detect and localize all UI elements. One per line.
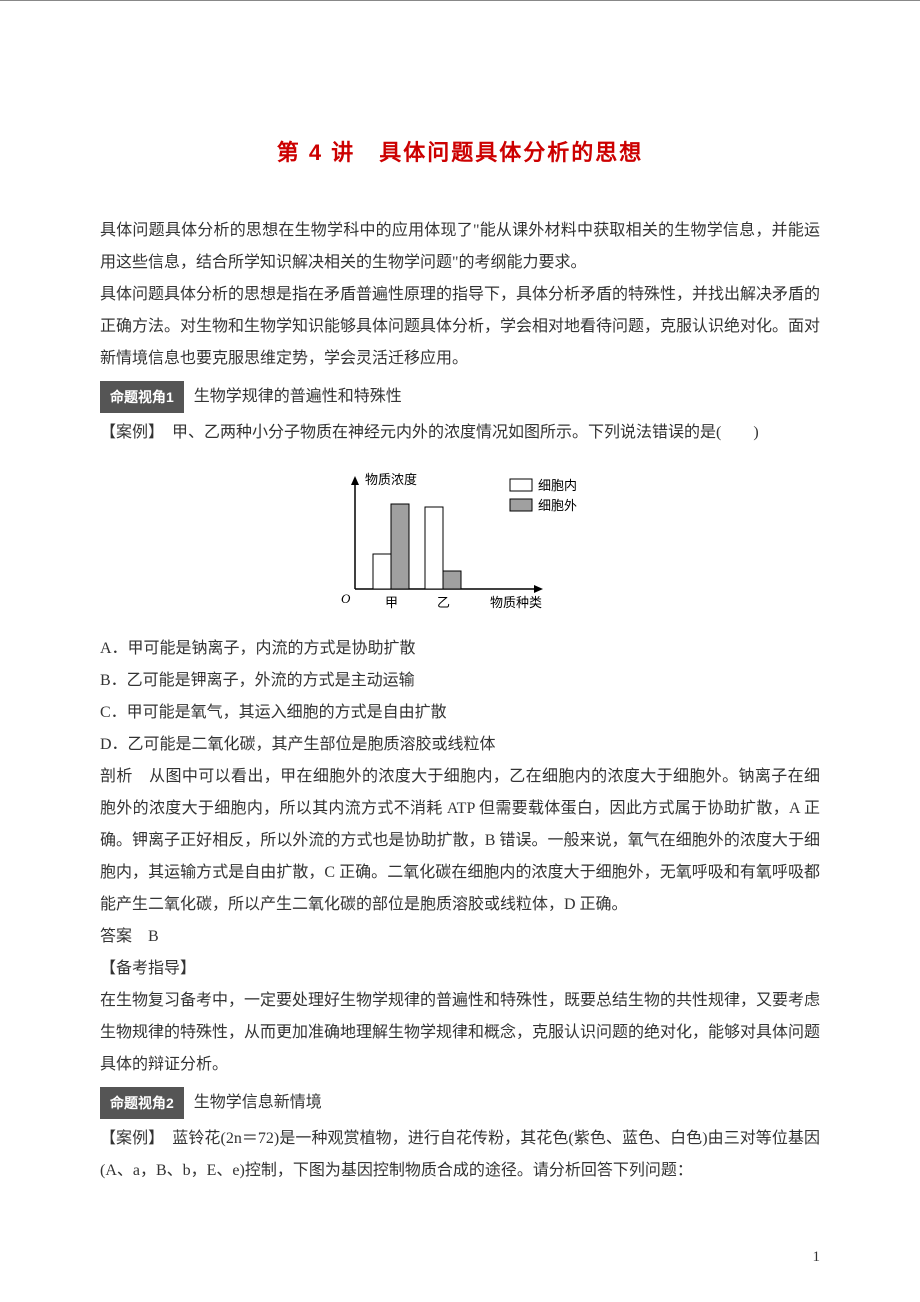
case-1: 【案例】 甲、乙两种小分子物质在神经元内外的浓度情况如图所示。下列说法错误的是(…: [100, 417, 820, 449]
option-d: D．乙可能是二氧化碳，其产生部位是胞质溶胶或线粒体: [100, 729, 820, 761]
answer-1: 答案 B: [100, 921, 820, 953]
answer-value: B: [132, 928, 159, 945]
svg-text:O: O: [341, 591, 351, 606]
option-b: B．乙可能是钾离子，外流的方式是主动运输: [100, 665, 820, 697]
guide-text: 在生物复习备考中，一定要处理好生物学规律的普遍性和特殊性，既要总结生物的共性规律…: [100, 985, 820, 1081]
svg-text:物质种类: 物质种类: [490, 595, 542, 610]
case-label-1: 【案例】: [100, 424, 156, 441]
section-tag-2: 命题视角2: [100, 1087, 184, 1119]
option-a: A．甲可能是钠离子，内流的方式是协助扩散: [100, 633, 820, 665]
bar-chart: 物质浓度物质种类 O 甲 乙 细胞内细胞外: [100, 459, 820, 619]
page-title: 第 4 讲 具体问题具体分析的思想: [100, 131, 820, 175]
case-text-1: 甲、乙两种小分子物质在神经元内外的浓度情况如图所示。下列说法错误的是( ): [156, 424, 759, 441]
svg-text:乙: 乙: [437, 595, 450, 610]
section-1-header: 命题视角1 生物学规律的普遍性和特殊性: [100, 381, 820, 413]
section-title-2: 生物学信息新情境: [194, 1087, 322, 1119]
page-number: 1: [813, 1242, 821, 1272]
guide-label: 【备考指导】: [100, 953, 820, 985]
section-tag-1: 命题视角1: [100, 381, 184, 413]
answer-label: 答案: [100, 928, 132, 945]
analysis-1: 剖析 从图中可以看出，甲在细胞外的浓度大于细胞内，乙在细胞内的浓度大于细胞外。钠…: [100, 761, 820, 921]
svg-text:甲: 甲: [385, 595, 398, 610]
case-text-2: 蓝铃花(2n＝72)是一种观赏植物，进行自花传粉，其花色(紫色、蓝色、白色)由三…: [100, 1130, 820, 1179]
svg-text:物质浓度: 物质浓度: [365, 472, 417, 487]
case-label-2: 【案例】: [100, 1130, 156, 1147]
section-title-1: 生物学规律的普遍性和特殊性: [194, 381, 402, 413]
section-2-header: 命题视角2 生物学信息新情境: [100, 1087, 820, 1119]
option-c: C．甲可能是氧气，其运入细胞的方式是自由扩散: [100, 697, 820, 729]
case-2: 【案例】 蓝铃花(2n＝72)是一种观赏植物，进行自花传粉，其花色(紫色、蓝色、…: [100, 1123, 820, 1187]
intro-paragraph-2: 具体问题具体分析的思想是指在矛盾普遍性原理的指导下，具体分析矛盾的特殊性，并找出…: [100, 279, 820, 375]
analysis-text: 从图中可以看出，甲在细胞外的浓度大于细胞内，乙在细胞内的浓度大于细胞外。钠离子在…: [100, 768, 820, 913]
intro-paragraph-1: 具体问题具体分析的思想在生物学科中的应用体现了"能从课外材料中获取相关的生物学信…: [100, 215, 820, 279]
document-page: 第 4 讲 具体问题具体分析的思想 具体问题具体分析的思想在生物学科中的应用体现…: [0, 0, 920, 1302]
svg-text:细胞外: 细胞外: [538, 498, 577, 513]
svg-text:细胞内: 细胞内: [538, 478, 577, 493]
chart-svg: 物质浓度物质种类 O 甲 乙 细胞内细胞外: [300, 459, 620, 619]
analysis-label: 剖析: [100, 768, 133, 785]
